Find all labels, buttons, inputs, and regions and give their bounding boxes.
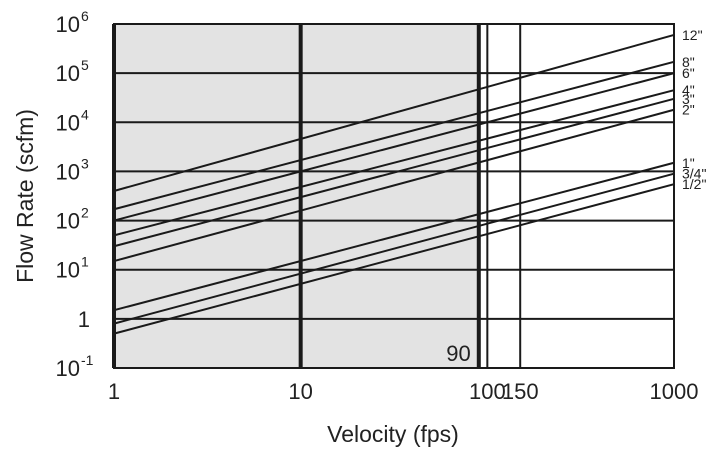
series-label-6: 1" <box>682 155 695 171</box>
y-tick-exponent-7: 6 <box>81 8 89 24</box>
series-line-2 <box>113 72 675 222</box>
y-tick-label-6: 10 <box>56 61 80 86</box>
series-label-7: 3/4" <box>682 166 706 182</box>
y-tick-exponent-2: 1 <box>81 254 89 270</box>
series-label-4: 3" <box>682 91 695 107</box>
x-tick-label-3: 150 <box>502 379 539 404</box>
x-tick-label-4: 1000 <box>650 379 699 404</box>
y-tick-label-4: 10 <box>56 159 80 184</box>
y-tick-label-0: 10 <box>56 356 80 381</box>
series-line-0 <box>113 33 675 192</box>
series-label-0: 12" <box>682 27 703 43</box>
series-line-4 <box>113 97 675 248</box>
y-tick-exponent-3: 2 <box>81 205 89 221</box>
y-tick-exponent-4: 3 <box>81 155 89 171</box>
series-line-7 <box>113 172 675 325</box>
annotation-0: 90 <box>446 341 470 366</box>
x-axis-title: Velocity (fps) <box>327 421 459 447</box>
y-axis-title: Flow Rate (scfm) <box>12 109 38 283</box>
series-line-6 <box>113 161 675 312</box>
series-line-3 <box>113 89 675 237</box>
y-tick-label-2: 10 <box>56 258 80 283</box>
plot-frame <box>112 23 675 369</box>
x-tick-label-2: 100 <box>469 379 506 404</box>
series-labels: 12" 8"6"4"3"2" 1"3/4"1/2" <box>682 27 706 192</box>
y-tick-exponent-6: 5 <box>81 57 89 73</box>
y-tick-label-1: 1 <box>78 307 90 332</box>
series-line-8 <box>113 183 675 335</box>
series-label-8: 1/2" <box>682 176 706 192</box>
y-tick-label-3: 10 <box>56 209 80 234</box>
x-tick-label-1: 10 <box>288 379 312 404</box>
series-label-5: 2" <box>682 102 695 118</box>
y-tick-label-5: 10 <box>56 110 80 135</box>
series-line-5 <box>113 108 675 263</box>
x-tick-label-0: 1 <box>108 379 120 404</box>
y-tick-exponent-5: 4 <box>81 106 89 122</box>
series-line-1 <box>113 60 675 211</box>
series-lines <box>113 33 675 335</box>
y-tick-exponent-0: -1 <box>81 352 94 368</box>
series-label-1: 8" <box>682 54 695 70</box>
series-label-3: 4" <box>682 82 695 98</box>
annotations: 90 <box>446 341 470 366</box>
shaded-region <box>114 24 479 368</box>
y-tick-label-7: 10 <box>56 12 80 37</box>
series-label-2: 6" <box>682 65 695 81</box>
